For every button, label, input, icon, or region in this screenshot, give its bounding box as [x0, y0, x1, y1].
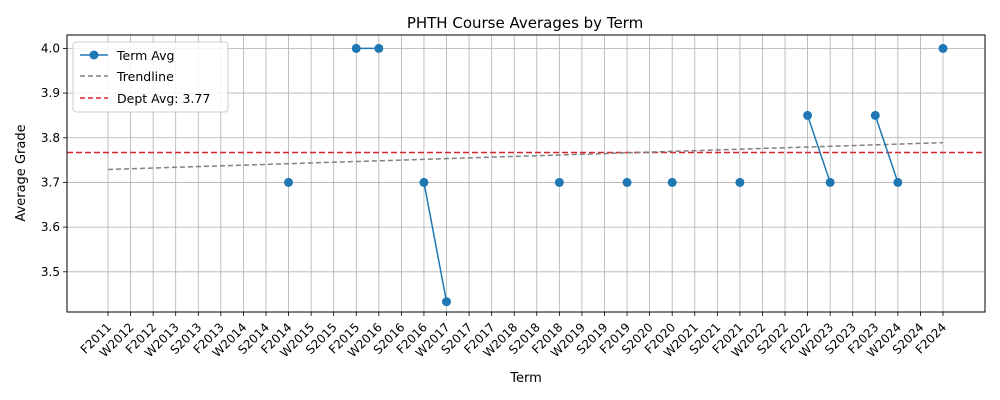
y-axis-label: Average Grade — [14, 124, 29, 221]
data-point — [442, 297, 452, 307]
series-layer — [284, 43, 948, 307]
y-tick-label: 3.7 — [41, 175, 60, 189]
data-point — [825, 177, 835, 187]
series-segment — [874, 115, 899, 183]
data-point — [622, 177, 632, 187]
plot-frame — [66, 34, 986, 313]
series-segment — [423, 182, 448, 302]
data-point — [803, 110, 813, 120]
y-tick-label: 3.5 — [41, 265, 60, 279]
trendline — [107, 141, 944, 171]
y-tick-label: 4.0 — [41, 41, 60, 55]
legend-marker-term-avg — [89, 50, 99, 60]
y-tick-label: 3.9 — [41, 86, 60, 100]
data-point — [938, 43, 948, 53]
data-point — [374, 43, 384, 53]
legend: Term Avg Trendline Dept Avg: 3.77 — [72, 41, 229, 113]
data-point — [554, 177, 564, 187]
y-tick-label: 3.8 — [41, 131, 60, 145]
data-point — [667, 177, 677, 187]
series-segment — [806, 115, 831, 183]
legend-label-trendline: Trendline — [116, 69, 174, 84]
y-axis-ticks: 3.5 3.6 3.7 3.8 3.9 4.0 — [41, 41, 67, 279]
trendline-layer — [107, 141, 944, 171]
data-point — [284, 177, 294, 187]
legend-label-dept-avg: Dept Avg: 3.77 — [117, 91, 210, 106]
data-point — [351, 43, 361, 53]
chart-title: PHTH Course Averages by Term — [407, 14, 643, 32]
legend-label-term-avg: Term Avg — [116, 48, 174, 63]
data-point — [735, 177, 745, 187]
data-point — [870, 110, 880, 120]
legend-box — [72, 41, 229, 113]
data-point — [893, 177, 903, 187]
x-axis-label: Term — [509, 371, 542, 386]
data-point — [419, 177, 429, 187]
y-tick-label: 3.6 — [41, 220, 60, 234]
